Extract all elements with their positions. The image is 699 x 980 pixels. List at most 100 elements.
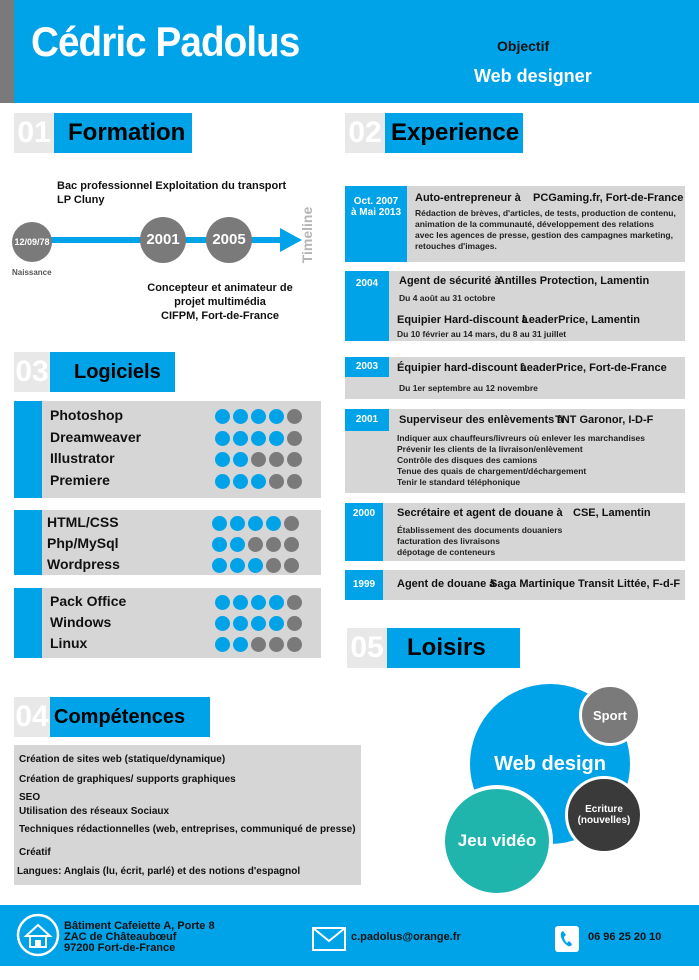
rating-dot-filled (251, 430, 266, 446)
software-row: Php/MySql (47, 535, 310, 553)
header-banner (0, 0, 699, 103)
rating-dot-filled (233, 409, 248, 424)
rating-dot-filled (233, 637, 248, 652)
rating-dot-empty (269, 637, 284, 652)
skill-rating (215, 473, 302, 489)
software-row: HTML/CSS (47, 514, 310, 532)
formation-bottom-line2: projet multimédia (174, 296, 266, 308)
experience-desc-line: Contrôle des disques des camions (397, 455, 538, 465)
section-title-competences: Compétences (50, 697, 210, 737)
competence-item: Créatif (19, 847, 51, 858)
hobby-ecriture-line2: (nouvelles) (577, 815, 631, 826)
software-row: Illustrator (50, 450, 310, 468)
software-name: Windows (50, 614, 112, 630)
rating-dot-empty (287, 409, 302, 424)
rating-dot-filled (212, 537, 227, 552)
rating-dot-filled (233, 616, 248, 631)
footer-phone[interactable]: 06 96 25 20 10 (588, 931, 662, 943)
experience-date-6: 1999 (345, 570, 383, 600)
rating-dot-empty (251, 637, 266, 652)
experience-desc-line: Rédaction de brèves, d'articles, de test… (415, 208, 676, 218)
section-title-logiciels: Logiciels (50, 352, 175, 392)
software-name: Pack Office (50, 593, 127, 609)
competence-item: Techniques rédactionnelles (web, entrepr… (19, 824, 356, 835)
experience-desc-1: Rédaction de brèves, d'articles, de test… (415, 208, 680, 252)
rating-dot-empty (266, 558, 281, 573)
experience-date-5: 2000 (345, 503, 383, 561)
skill-rating (212, 537, 299, 552)
competence-item: SEO (19, 792, 41, 803)
competence-item: Langues: Anglais (lu, écrit, parlé) et d… (17, 866, 301, 877)
section-number-logiciels: 03 (14, 352, 50, 392)
timeline-birth-label: Naissance (12, 268, 52, 277)
rating-dot-filled (266, 516, 281, 531)
timeline-birth-circle: 12/09/78 (12, 222, 52, 262)
section-title-loisirs: Loisirs (387, 628, 520, 668)
experience-title-6: Agent de douane à (397, 578, 496, 590)
experience-title-4: Superviseur des enlèvements à (399, 414, 564, 426)
footer-email[interactable]: c.padolus@orange.fr (351, 931, 461, 943)
rating-dot-empty (287, 430, 302, 446)
experience-period-3: Du 1er septembre au 12 novembre (399, 383, 538, 393)
experience-company-4: TNT Garonor, I-D-F (555, 414, 654, 426)
rating-dot-filled (233, 430, 248, 446)
experience-title-2b: Equipier Hard-discount à (397, 314, 528, 326)
rating-dot-empty (284, 558, 299, 573)
experience-title-2: Agent de sécurité à (399, 275, 501, 287)
rating-dot-filled (212, 516, 227, 531)
rating-dot-filled (233, 473, 248, 489)
software-name: Illustrator (50, 450, 115, 466)
experience-desc-line: Tenue des quais de chargement/déchargeme… (397, 466, 587, 476)
software-row: Pack Office (50, 593, 310, 611)
footer-address-line3: 97200 Fort-de-France (64, 942, 176, 954)
competences-box: Création de sites web (statique/dynamiqu… (14, 745, 361, 885)
software-name: Php/MySql (47, 535, 119, 551)
software-group-bar (14, 401, 42, 498)
experience-desc-line: dépotage de conteneurs (397, 547, 496, 557)
experience-desc-line: Tenir le standard téléphonique (397, 477, 521, 487)
formation-bottom-line1: Concepteur et animateur de (147, 282, 293, 294)
experience-title-1: Auto-entrepreneur à (415, 192, 521, 204)
experience-desc-line: avec les agences de presse, gestion des … (415, 230, 673, 240)
experience-desc-line: facturation des livraisons (397, 536, 500, 546)
experience-desc-line: retouches d'images. (415, 241, 497, 251)
house-icon (16, 913, 60, 957)
rating-dot-empty (287, 616, 302, 631)
software-group-bar (14, 510, 42, 575)
experience-date-1-line1: Oct. 2007 (353, 196, 399, 207)
rating-dot-empty (287, 473, 302, 489)
hobby-ecriture-line1: Ecriture (585, 804, 623, 815)
software-name: Dreamweaver (50, 428, 142, 445)
rating-dot-filled (215, 616, 230, 631)
rating-dot-filled (215, 595, 230, 610)
experience-desc-line: Indiquer aux chauffeurs/livreurs où enle… (397, 433, 646, 443)
rating-dot-empty (284, 516, 299, 531)
envelope-icon (312, 927, 346, 951)
experience-desc-5: Établissement des documents douaniers fa… (397, 525, 677, 558)
skill-rating (212, 558, 299, 573)
experience-period-2b: Du 10 février au 14 mars, du 8 au 31 jui… (397, 329, 567, 339)
objective-value: Web designer (474, 66, 592, 86)
rating-dot-filled (215, 637, 230, 652)
timeline-year-2001: 2001 (140, 217, 186, 263)
rating-dot-filled (230, 558, 245, 573)
experience-item-2: 2004 Agent de sécurité à Antilles Protec… (345, 271, 685, 341)
rating-dot-filled (251, 616, 266, 631)
rating-dot-empty (287, 595, 302, 610)
rating-dot-filled (269, 595, 284, 610)
experience-company-1: PCGaming.fr, Fort-de-France (533, 192, 684, 204)
competence-item: Utilisation des réseaux Sociaux (19, 806, 170, 817)
software-name: Premiere (50, 471, 110, 488)
hobby-jeu-video: Jeu vidéo (441, 785, 553, 897)
footer-address-line1: Bâtiment Cafeiette A, Porte 8 (64, 920, 215, 932)
experience-desc-4: Indiquer aux chauffeurs/livreurs où enle… (397, 433, 682, 488)
software-row: Wordpress (47, 556, 310, 574)
rating-dot-filled (269, 409, 284, 424)
candidate-name: Cédric Padolus (31, 18, 300, 65)
skill-rating (212, 516, 299, 531)
software-name: Linux (50, 635, 88, 651)
hobby-sport: Sport (579, 684, 641, 746)
skill-rating (215, 595, 302, 610)
skill-rating (215, 452, 302, 467)
objective-label: Objectif (497, 38, 550, 54)
